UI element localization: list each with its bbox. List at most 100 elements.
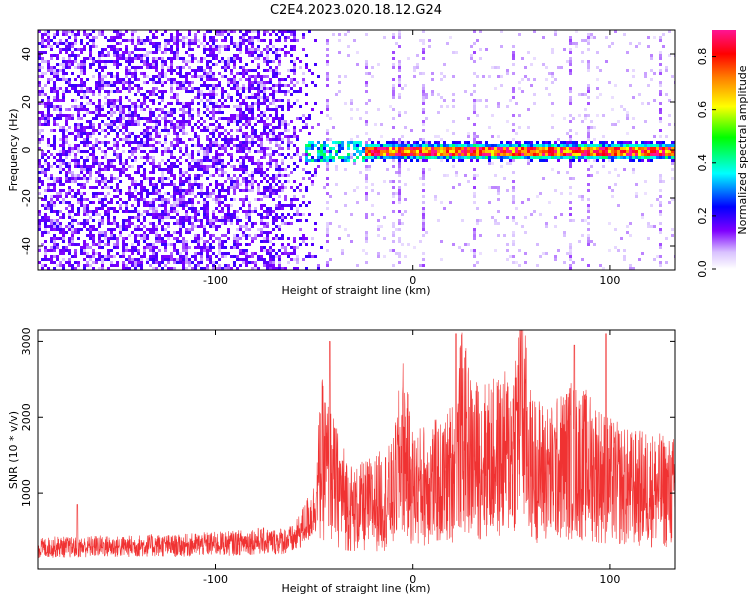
spectrogram-cell <box>173 216 176 219</box>
spectrogram-cell <box>119 168 122 171</box>
spectrogram-cell <box>77 261 80 264</box>
spectrogram-cell <box>272 159 275 162</box>
spectrogram-cell <box>338 90 341 93</box>
spectrogram-cell <box>335 183 338 186</box>
spectrogram-cell <box>212 165 215 168</box>
spectrogram-cell <box>509 156 512 159</box>
spectrogram-cell <box>245 228 248 231</box>
spectrogram-cell <box>197 213 200 216</box>
spectrogram-cell <box>281 267 284 270</box>
spectrogram-cell <box>104 135 107 138</box>
spectrogram-cell <box>239 237 242 240</box>
spectrogram-cell <box>554 153 557 156</box>
spectrogram-cell <box>269 189 272 192</box>
spectrogram-cell <box>236 117 239 120</box>
spectrogram-cell <box>191 240 194 243</box>
spectrogram-cell <box>194 42 197 45</box>
spectrogram-cell <box>326 105 329 108</box>
spectrogram-cell <box>236 135 239 138</box>
spectrogram-cell <box>122 219 125 222</box>
spectrogram-cell <box>50 57 53 60</box>
spectrogram-cell <box>347 147 350 150</box>
spectrogram-cell <box>245 135 248 138</box>
spectrogram-cell <box>248 207 251 210</box>
spectrogram-cell <box>170 87 173 90</box>
spectrogram-cell <box>422 57 425 60</box>
spectrogram-cell <box>86 246 89 249</box>
spectrogram-cell <box>83 264 86 267</box>
spectrogram-cell <box>509 159 512 162</box>
spectrogram-cell <box>50 198 53 201</box>
spectrogram-cell <box>80 105 83 108</box>
spectrogram-cell <box>506 249 509 252</box>
spectrogram-cell <box>473 90 476 93</box>
spectrogram-cell <box>98 198 101 201</box>
spectrogram-cell <box>140 195 143 198</box>
spectrogram-cell <box>41 102 44 105</box>
spectrogram-cell <box>119 228 122 231</box>
spectrogram-cell <box>452 120 455 123</box>
spectrogram-cell <box>92 261 95 264</box>
spectrogram-cell <box>164 198 167 201</box>
spectrogram-cell <box>95 258 98 261</box>
spectrogram-cell <box>230 57 233 60</box>
spectrogram-cell <box>317 141 320 144</box>
spectrogram-cell <box>170 156 173 159</box>
spectrogram-cell <box>191 54 194 57</box>
spectrogram-cell <box>350 141 353 144</box>
spectrogram-cell <box>245 234 248 237</box>
spectrogram-cell <box>152 228 155 231</box>
spectrogram-cell <box>362 147 365 150</box>
spectrogram-cell <box>104 114 107 117</box>
spectrogram-cell <box>152 144 155 147</box>
spectrogram-cell <box>44 30 47 33</box>
spectrogram-cell <box>56 159 59 162</box>
spectrogram-cell <box>278 63 281 66</box>
spectrogram-cell <box>224 147 227 150</box>
spectrogram-cell <box>74 219 77 222</box>
spectrogram-cell <box>152 261 155 264</box>
spectrogram-cell <box>404 150 407 153</box>
spectrogram-cell <box>83 72 86 75</box>
spectrogram-cell <box>80 195 83 198</box>
spectrogram-cell <box>293 204 296 207</box>
spectrogram-cell <box>248 30 251 33</box>
spectrogram-cell <box>86 33 89 36</box>
spectrogram-cell <box>464 150 467 153</box>
spectrogram-cell <box>398 189 401 192</box>
spectrogram-cell <box>98 180 101 183</box>
spectrogram-cell <box>281 105 284 108</box>
spectrogram-cell <box>47 102 50 105</box>
spectrogram-cell <box>44 168 47 171</box>
spectrogram-cell <box>101 198 104 201</box>
spectrogram-cell <box>212 45 215 48</box>
spectrogram-cell <box>110 147 113 150</box>
spectrogram-cell <box>284 51 287 54</box>
spectrogram-cell <box>161 51 164 54</box>
spectrogram-cell <box>164 201 167 204</box>
spectrogram-cell <box>119 33 122 36</box>
spectrogram-cell <box>83 246 86 249</box>
spectrogram-cell <box>83 225 86 228</box>
spectrogram-cell <box>68 168 71 171</box>
spectrogram-cell <box>230 267 233 270</box>
spectrogram-cell <box>179 33 182 36</box>
spectrogram-cell <box>242 75 245 78</box>
spectrogram-cell <box>176 123 179 126</box>
spectrogram-cell <box>470 57 473 60</box>
spectrogram-cell <box>128 84 131 87</box>
spectrogram-cell <box>179 183 182 186</box>
spectrogram-cell <box>245 141 248 144</box>
spectrogram-cell <box>80 63 83 66</box>
spectrogram-cell <box>176 213 179 216</box>
spectrogram-cell <box>269 141 272 144</box>
spectrogram-cell <box>206 93 209 96</box>
spectrogram-cell <box>53 246 56 249</box>
spectrogram-cell <box>116 90 119 93</box>
spectrogram-cell <box>179 189 182 192</box>
spectrogram-cell <box>98 54 101 57</box>
spectrogram-cell <box>149 114 152 117</box>
spectrogram-cell <box>359 141 362 144</box>
spectrogram-cell <box>269 240 272 243</box>
spectrogram-cell <box>395 153 398 156</box>
